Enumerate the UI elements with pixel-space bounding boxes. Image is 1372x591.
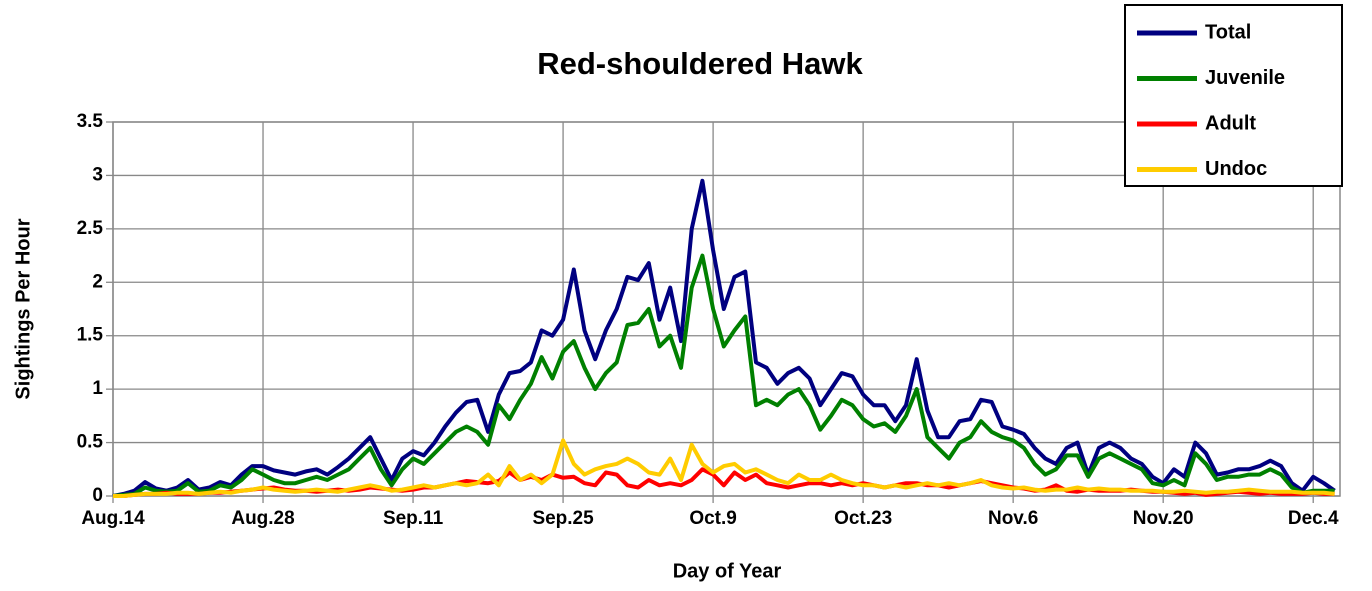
legend-label: Total — [1205, 21, 1251, 43]
x-tick-label: Aug.28 — [231, 508, 294, 529]
x-tick-label: Nov.6 — [988, 508, 1038, 529]
y-tick-label: 2 — [92, 271, 103, 292]
y-axis-label: Sightings Per Hour — [12, 218, 34, 399]
legend-label: Juvenile — [1205, 67, 1285, 89]
x-axis-label: Day of Year — [673, 560, 782, 582]
x-tick-label: Nov.20 — [1133, 508, 1194, 529]
series-line — [113, 438, 1335, 498]
y-tick-label: 3.5 — [77, 111, 104, 132]
y-tick-label: 1.5 — [77, 325, 104, 346]
y-tick-label: 2.5 — [77, 218, 104, 239]
chart-title: Red-shouldered Hawk — [537, 46, 863, 81]
series-line — [112, 178, 1336, 498]
x-tick-label: Oct.9 — [689, 508, 737, 529]
x-tick-label: Sep.25 — [532, 508, 594, 529]
x-tick-label: Dec.4 — [1288, 508, 1339, 529]
legend-label: Adult — [1205, 112, 1256, 134]
y-tick-label: 0 — [92, 485, 103, 506]
x-tick-label: Aug.14 — [81, 508, 145, 529]
plot-border — [112, 121, 1341, 497]
y-tick-label: 1 — [92, 378, 103, 399]
x-tick-label: Sep.11 — [383, 508, 444, 529]
series-line — [112, 253, 1335, 498]
legend-label: Undoc — [1205, 158, 1267, 180]
y-tick-label: 3 — [92, 164, 103, 185]
x-tick-label: Oct.23 — [834, 508, 892, 529]
y-tick-label: 0.5 — [77, 432, 104, 453]
